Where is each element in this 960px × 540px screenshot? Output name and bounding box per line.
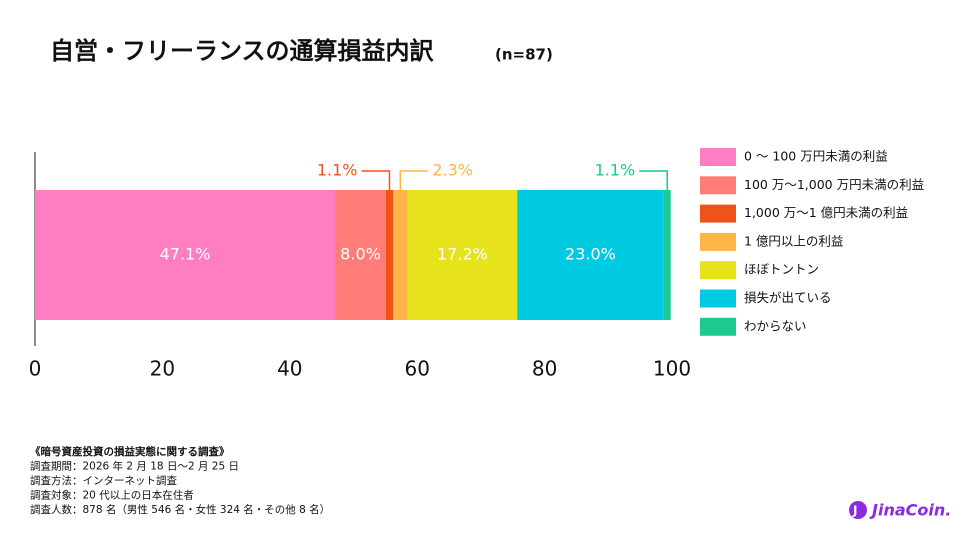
bar-segment <box>335 190 386 320</box>
logo-icon <box>849 501 867 519</box>
x-tick-label: 40 <box>277 357 302 381</box>
bar-segment <box>663 190 671 320</box>
x-tick-label: 0 <box>29 357 42 381</box>
callout-line <box>361 170 391 190</box>
x-tick-label: 60 <box>404 357 429 381</box>
callout-line <box>399 170 429 190</box>
x-tick-label: 80 <box>532 357 557 381</box>
bar-segment <box>407 190 518 320</box>
legend-swatch <box>700 289 736 308</box>
callout-line <box>639 170 668 190</box>
note: 調査方法：インターネット調査 <box>30 474 177 487</box>
note: 《暗号資産投資の損益実態に関する調査》 <box>30 445 230 458</box>
legend-label: ほぼトントン <box>744 262 819 277</box>
x-tick-label: 100 <box>653 357 691 381</box>
value-label: 23.0% <box>565 245 616 264</box>
note: 調査期間：2026 年 2 月 18 日〜2 月 25 日 <box>30 460 239 473</box>
legend-swatch <box>700 204 736 223</box>
legend-swatch <box>700 232 736 251</box>
bar-segment <box>517 190 664 320</box>
value-label: 17.2% <box>437 245 488 264</box>
value-label: 47.1% <box>160 245 211 264</box>
legend-label: わからない <box>744 318 807 333</box>
legend-label: 1,000 万〜1 億円未満の利益 <box>744 205 908 220</box>
legend-label: 100 万〜1,000 万円未満の利益 <box>744 177 924 192</box>
legend-swatch <box>700 317 736 336</box>
bar-segment <box>385 190 393 320</box>
value-label: 1.1% <box>317 161 358 180</box>
legend-swatch <box>700 176 736 195</box>
legend-label: 損失が出ている <box>744 290 832 305</box>
value-label: 2.3% <box>432 161 473 180</box>
value-label: 8.0% <box>340 245 381 264</box>
legend-label: 0 〜 100 万円未満の利益 <box>744 149 888 164</box>
value-label: 1.1% <box>595 161 636 180</box>
note: 調査人数：878 名（男性 546 名・女性 324 名・その他 8 名） <box>30 503 330 516</box>
note: 調査対象：20 代以上の日本在住者 <box>30 489 194 502</box>
chart-title: 自営・フリーランスの通算損益内訳 <box>50 37 435 65</box>
legend-swatch <box>700 148 736 166</box>
bar-segment <box>35 190 336 320</box>
legend-swatch <box>700 261 736 280</box>
logo-icon-letter: J <box>852 504 857 518</box>
logo: JinaCoin. <box>869 501 951 520</box>
bar-segment <box>392 190 408 320</box>
chart-subtitle: (n=87) <box>495 46 553 64</box>
legend-label: 1 億円以上の利益 <box>744 233 843 248</box>
x-tick-label: 20 <box>150 357 175 381</box>
